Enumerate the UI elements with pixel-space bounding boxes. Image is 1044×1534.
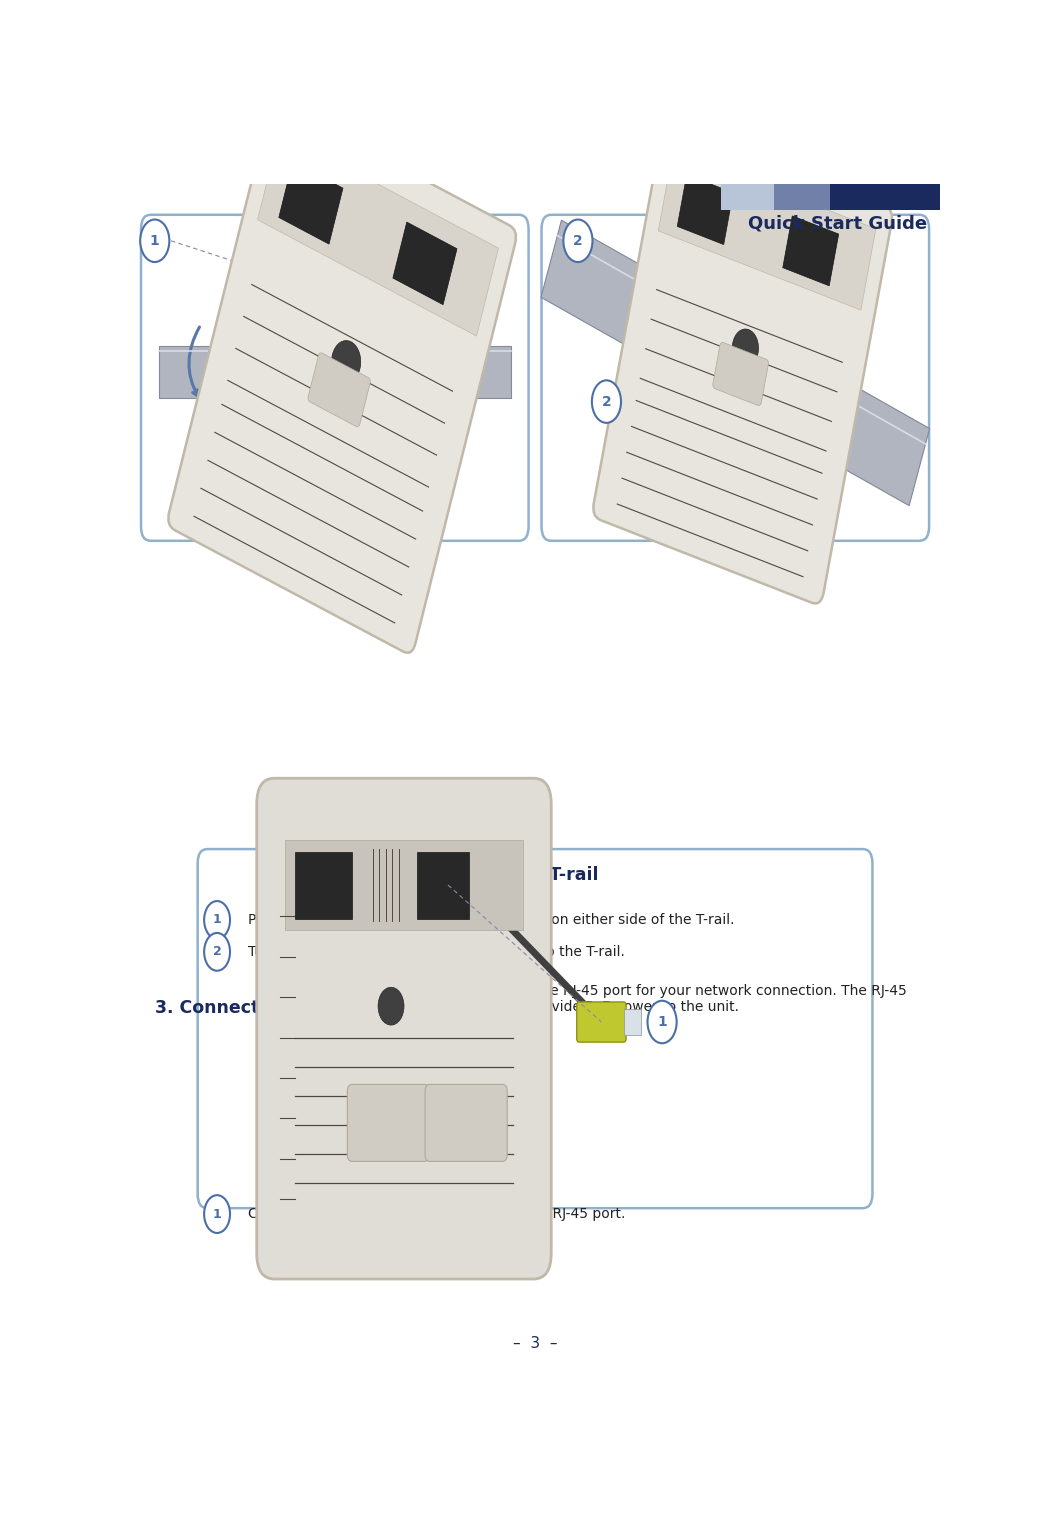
FancyBboxPatch shape: [295, 851, 352, 919]
Text: 1: 1: [213, 913, 221, 927]
Circle shape: [378, 988, 404, 1025]
FancyBboxPatch shape: [623, 1009, 641, 1035]
FancyBboxPatch shape: [678, 175, 733, 244]
FancyBboxPatch shape: [168, 103, 516, 653]
Text: 2: 2: [601, 394, 612, 408]
Text: Console: Console: [310, 830, 337, 836]
FancyBboxPatch shape: [713, 342, 768, 405]
Circle shape: [205, 900, 230, 939]
FancyBboxPatch shape: [197, 850, 873, 1209]
Text: Connect Category 5e or better cable to the RJ-45 port.: Connect Category 5e or better cable to t…: [247, 1207, 625, 1221]
FancyBboxPatch shape: [425, 1085, 507, 1161]
Text: port connection can also provide PoE power to the unit.: port connection can also provide PoE pow…: [353, 1000, 739, 1014]
Text: 3. Connect Cables: 3. Connect Cables: [155, 999, 330, 1017]
FancyBboxPatch shape: [659, 149, 876, 310]
Text: Quick Start Guide: Quick Start Guide: [749, 215, 927, 232]
Text: 2: 2: [213, 945, 221, 959]
Circle shape: [140, 219, 169, 262]
Text: Mounting on a Ceiling T-rail: Mounting on a Ceiling T-rail: [329, 867, 598, 884]
Circle shape: [332, 341, 361, 384]
Text: 1: 1: [150, 233, 160, 249]
Text: Connect network cable to the RJ-45 port for your network connection. The RJ-45: Connect network cable to the RJ-45 port …: [353, 983, 907, 997]
FancyBboxPatch shape: [774, 184, 830, 210]
FancyBboxPatch shape: [257, 778, 551, 1279]
Polygon shape: [541, 221, 929, 506]
Circle shape: [205, 1195, 230, 1233]
Circle shape: [564, 219, 593, 262]
FancyBboxPatch shape: [308, 353, 371, 426]
FancyBboxPatch shape: [279, 161, 342, 244]
Text: 2: 2: [573, 233, 583, 249]
FancyBboxPatch shape: [393, 222, 457, 305]
Text: –  3  –: – 3 –: [513, 1336, 557, 1351]
FancyBboxPatch shape: [159, 345, 511, 397]
Circle shape: [205, 933, 230, 971]
FancyBboxPatch shape: [783, 216, 838, 285]
Circle shape: [647, 1000, 677, 1043]
FancyBboxPatch shape: [417, 851, 469, 919]
FancyBboxPatch shape: [542, 215, 929, 542]
Text: 1: 1: [213, 1207, 221, 1221]
Text: Ethernet: Ethernet: [428, 830, 458, 836]
FancyBboxPatch shape: [721, 184, 774, 210]
Circle shape: [592, 380, 621, 423]
FancyBboxPatch shape: [285, 841, 523, 930]
Text: 1: 1: [658, 1016, 667, 1029]
FancyBboxPatch shape: [258, 132, 498, 336]
Text: Position the AP’s ceiling-mount clip holders on either side of the T-rail.: Position the AP’s ceiling-mount clip hol…: [247, 913, 734, 927]
FancyBboxPatch shape: [830, 184, 940, 210]
FancyBboxPatch shape: [593, 123, 892, 603]
Circle shape: [732, 328, 759, 367]
FancyBboxPatch shape: [141, 215, 528, 542]
FancyBboxPatch shape: [576, 1002, 626, 1042]
FancyBboxPatch shape: [348, 1085, 429, 1161]
Text: Turn the AP until the two clips lock the AP to the T-rail.: Turn the AP until the two clips lock the…: [247, 945, 624, 959]
